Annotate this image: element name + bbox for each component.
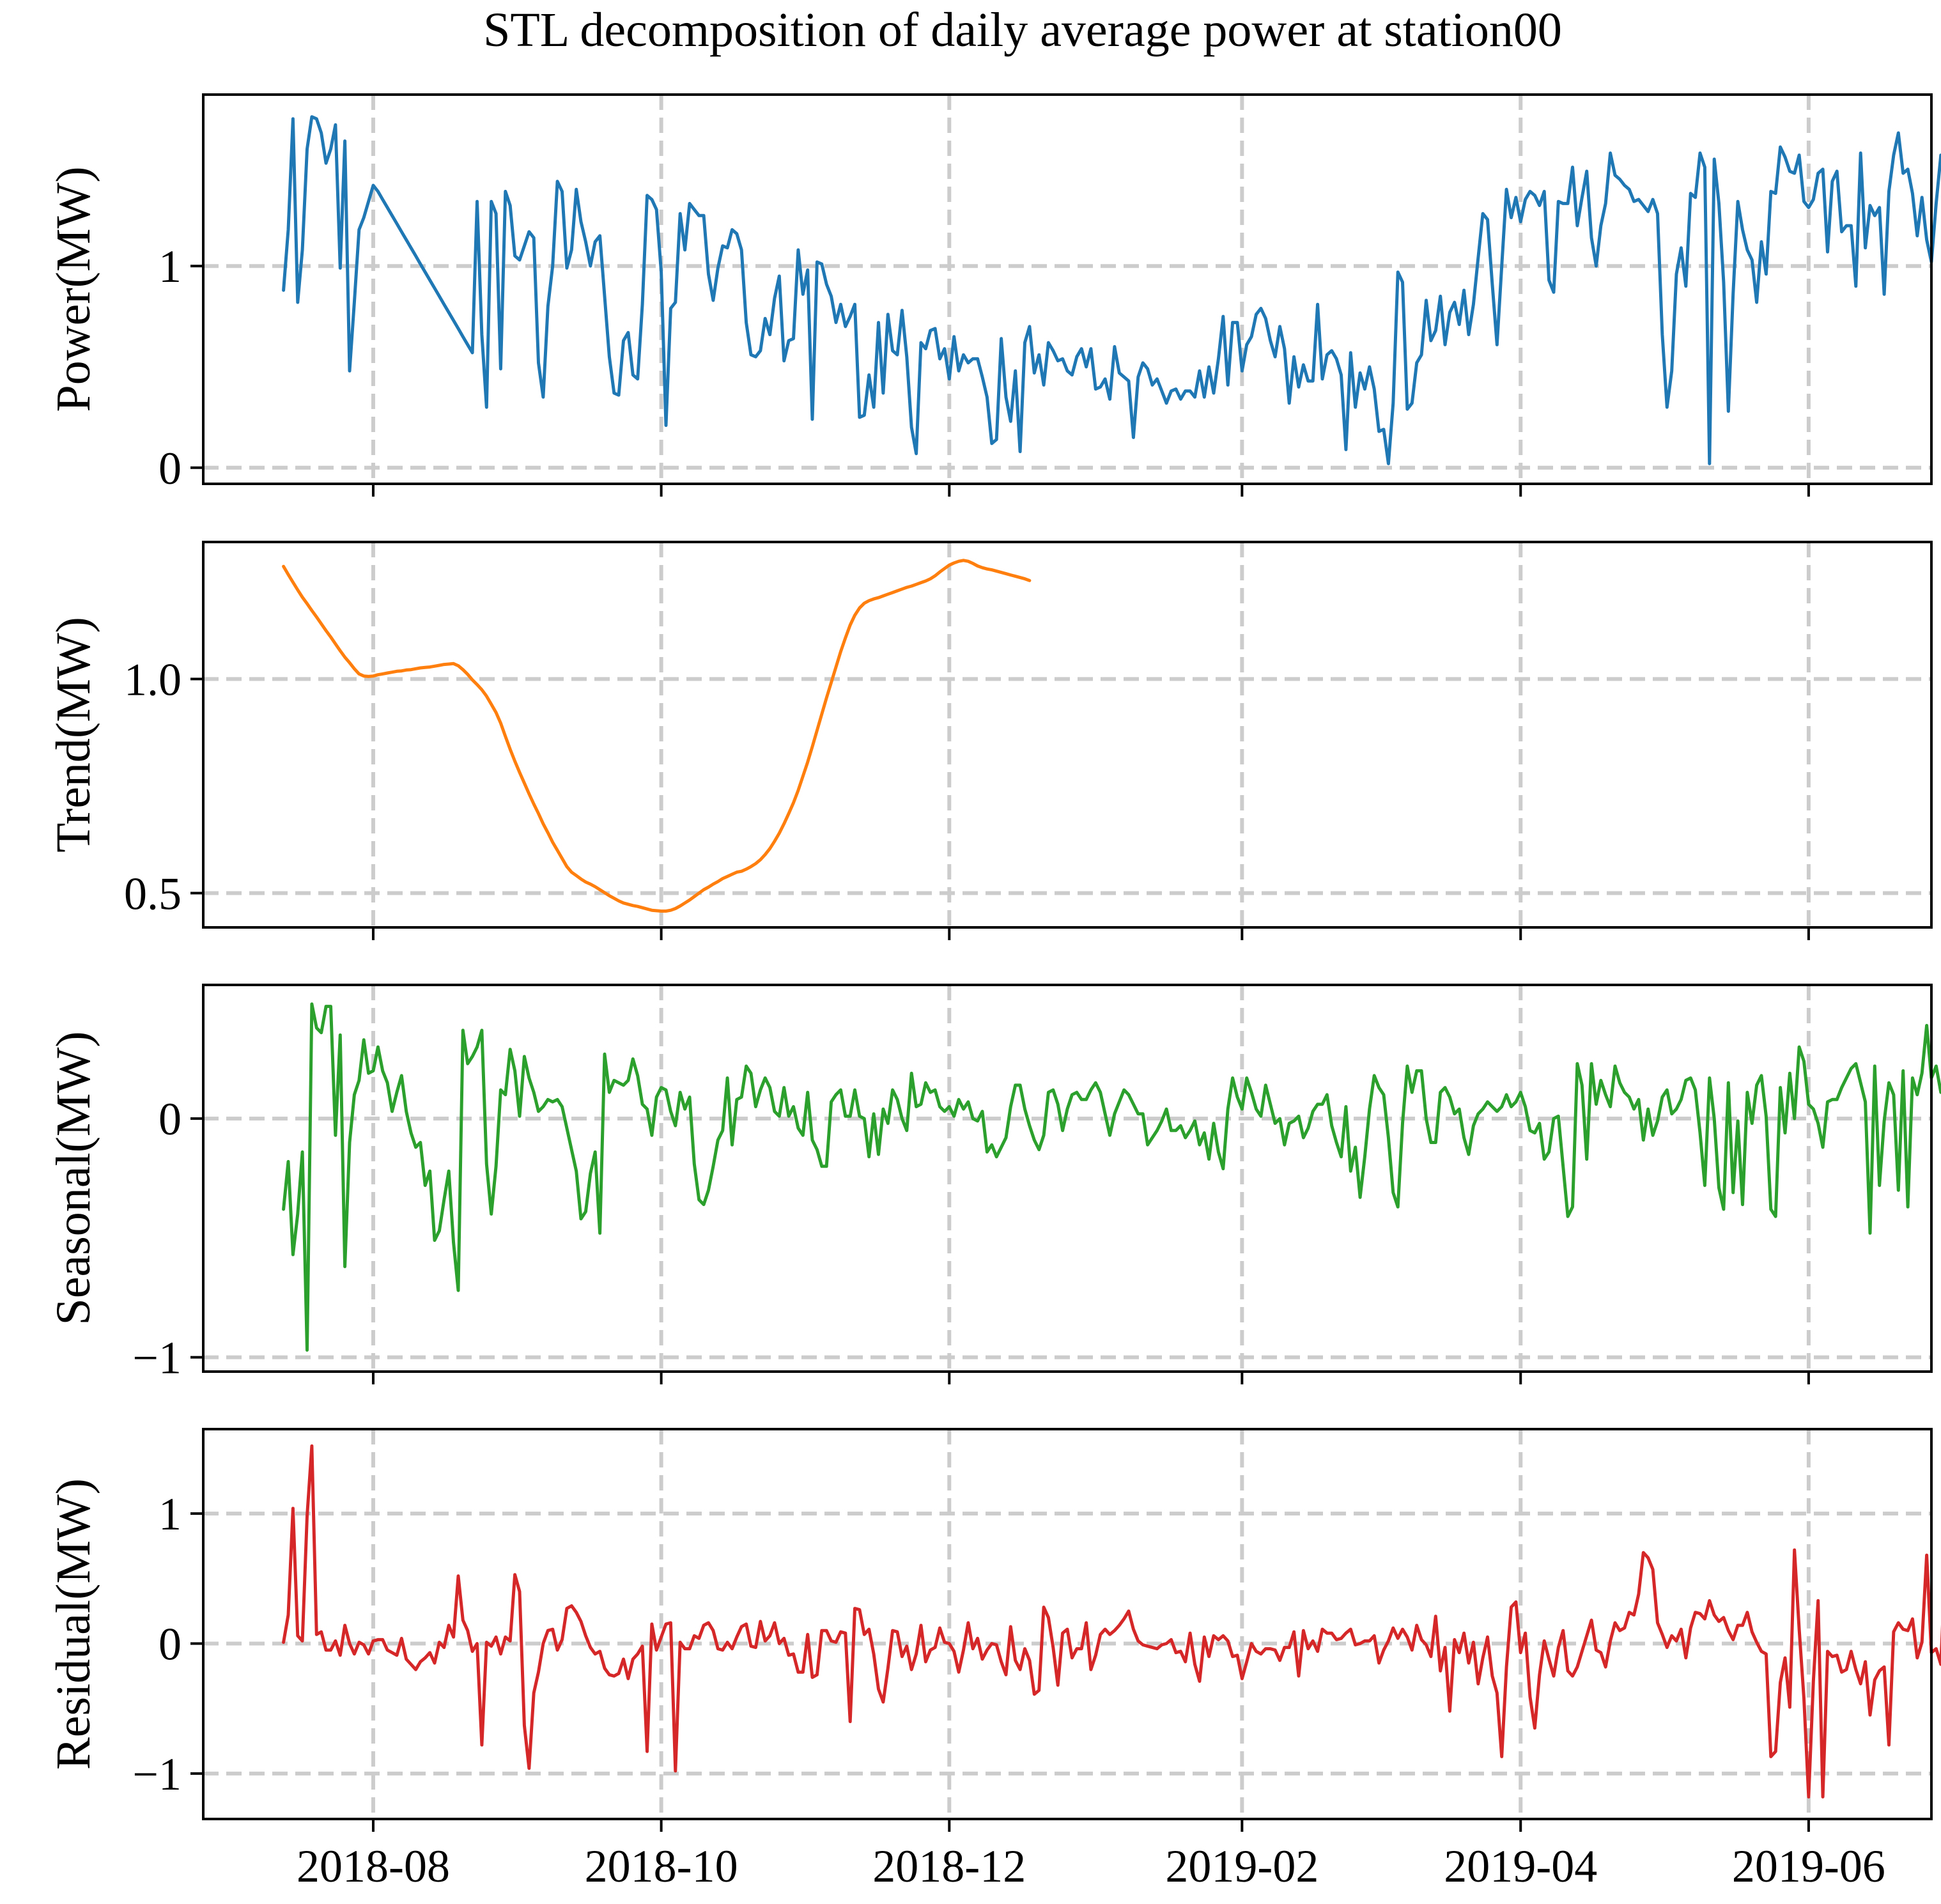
figure-title: STL decomposition of daily average power… [483,3,1562,57]
xtick-label-4: 2019-04 [1444,1841,1597,1892]
trend-ytick-label-0: 0.5 [124,868,182,919]
trend-axes-frame [202,541,1933,929]
residual-ytick-label-0: −1 [132,1749,182,1800]
trend-ytick-label-1: 1.0 [124,654,182,705]
xtick-label-2: 2018-12 [872,1841,1026,1892]
trend-series-line [282,559,1032,913]
power-ytick-label-0: 0 [159,443,182,494]
seasonal-panel: −1 0 Seasonal(MW) [47,984,1941,1384]
trend-panel: 0.5 1.0 Trend(MW) [47,541,1933,940]
residual-axes-frame [202,1428,1933,1820]
xtick-label-1: 2018-10 [585,1841,738,1892]
residual-series-line [282,1444,1941,1799]
power-ylabel: Power(MW) [47,166,100,412]
seasonal-ytick-label-1: 0 [159,1094,182,1145]
residual-ylabel: Residual(MW) [47,1478,100,1770]
seasonal-axes-frame [202,984,1933,1373]
residual-ytick-label-2: 1 [159,1489,182,1540]
xtick-label-0: 2018-08 [297,1841,450,1892]
trend-ylabel: Trend(MW) [47,617,100,853]
seasonal-series-line [282,1002,1941,1352]
seasonal-ylabel: Seasonal(MW) [47,1031,100,1325]
residual-panel: −1 0 1 2018-08 2018-10 2018-12 2019-02 2019-04 2… [47,1428,1941,1892]
power-panel: 0 1 Power(MW) [47,93,1941,497]
power-axes-frame [202,93,1933,485]
residual-ytick-label-1: 0 [159,1619,182,1670]
power-ytick-label-1: 1 [159,241,182,292]
seasonal-ytick-label-0: −1 [132,1333,182,1384]
xtick-label-5: 2019-06 [1732,1841,1885,1892]
xtick-label-3: 2019-02 [1165,1841,1318,1892]
power-series-line [282,115,1941,465]
